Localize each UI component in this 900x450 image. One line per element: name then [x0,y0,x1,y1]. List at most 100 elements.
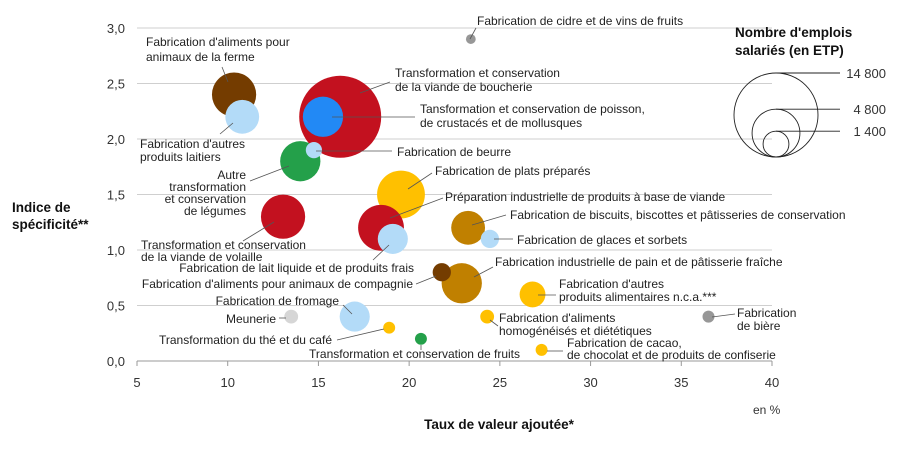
bubbles [211,34,715,356]
size-legend: Nombre d'emplois salariés (en ETP) 14 80… [733,25,886,158]
bubble-point [302,96,344,137]
bubble-label: Fabrication de plats préparés [435,164,590,178]
bubble-label: Fabrication de fromage [216,294,340,308]
leader-line [221,66,229,83]
bubble-label: Fabrication d'aliments pour animaux de c… [142,277,413,291]
y-tick-label: 1,5 [107,188,125,203]
leader-line [359,81,391,94]
bubble-point [377,223,408,254]
bubble-point [451,210,486,245]
bubble-point [535,343,548,356]
bubble-label: Fabrication de biscuits, biscottes et pâ… [510,208,846,222]
bubble-labels: Fabrication de cidre et de vins de fruit… [140,14,846,362]
y-tick-label: 0,0 [107,354,125,369]
bubble-label: Préparation industrielle de produits à b… [445,190,726,204]
bubble-label: homogénéisés et diététiques [499,324,652,338]
bubble-label: de légumes [184,204,246,218]
y-tick-label: 3,0 [107,21,125,36]
bubble-label: produits laitiers [140,150,221,164]
x-tick-label: 25 [493,375,507,390]
bubble-point [383,321,396,334]
x-tick-label: 20 [402,375,416,390]
leader-line [711,313,736,318]
bubble-label: Transformation et conservation [395,66,560,80]
bubble-point [519,281,546,308]
bubble-label: et conservation [165,192,246,206]
y-axis-ticks: 0,0 0,5 1,0 1,5 2,0 2,5 3,0 [107,21,125,369]
x-axis-unit: en % [753,403,781,417]
legend-value: 14 800 [846,66,886,81]
bubble-label: Transformation et conservation [141,238,306,252]
legend-circle [762,130,790,158]
y-tick-label: 2,0 [107,132,125,147]
leader-line [471,214,507,226]
x-tick-label: 10 [220,375,234,390]
legend-value: 4 800 [853,102,886,117]
bubble-label: Fabrication [737,306,796,320]
bubble-point [284,309,299,324]
leader-line [249,165,290,182]
bubble-label: Fabrication de lait liquide et de produi… [179,261,414,275]
bubble-label: Transformation et conservation de fruits [309,347,520,361]
x-tick-label: 15 [311,375,325,390]
leader-line [242,221,275,242]
bubble-label: de chocolat et de produits de confiserie [567,348,776,362]
bubble-label: animaux de la ferme [146,50,255,64]
y-axis-title-line2: spécificité** [12,217,89,232]
bubble-label: Fabrication d'autres [559,277,664,291]
leader-line [407,172,433,190]
bubble-label: Fabrication de beurre [397,145,511,159]
bubble-point [432,263,451,282]
x-tick-label: 5 [133,375,140,390]
bubble-label: Transformation du thé et du café [159,333,332,347]
y-tick-label: 2,5 [107,77,125,92]
bubble-point [225,99,260,134]
bubble-label: Tansformation et conservation de poisson… [420,102,645,116]
bubble-point [441,263,482,304]
x-tick-label: 40 [765,375,779,390]
legend-circle [733,72,819,158]
x-tick-label: 35 [674,375,688,390]
bubble-label: de la viande de volaille [141,250,263,264]
legend-title-line2: salariés (en ETP) [735,43,844,58]
leader-line [489,319,499,327]
leader-line [389,197,444,219]
x-axis-title: Taux de valeur ajoutée* [424,417,575,432]
y-tick-label: 1,0 [107,243,125,258]
bubble-point [465,34,476,44]
leader-line [372,244,390,261]
bubble-label: de bière [737,319,781,333]
bubble-label: Autre [217,168,246,182]
bubble-label: Fabrication de glaces et sorbets [517,233,687,247]
x-tick-label: 30 [583,375,597,390]
bubble-label: Fabrication de cidre et de vins de fruit… [477,14,683,28]
leader-line [336,328,385,341]
leader-line [469,27,477,40]
bubble-label: Meunerie [226,312,276,326]
legend-value: 1 400 [853,124,886,139]
leader-line [415,275,437,285]
bubble-label: Fabrication d'aliments [499,311,615,325]
bubble-label: Fabrication d'autres [140,137,245,151]
bubble-label: Fabrication industrielle de pain et de p… [495,255,783,269]
leader-line [219,122,234,135]
bubble-point [702,310,715,323]
bubble-point [260,194,306,239]
legend-title-line1: Nombre d'emplois [735,25,852,40]
bubble-label: produits alimentaires n.c.a.*** [559,290,717,304]
bubble-label: transformation [169,180,246,194]
y-tick-label: 0,5 [107,299,125,314]
bubble-label: de la viande de boucherie [395,80,533,94]
bubble-point [480,229,500,249]
bubble-label: de crustacés et de mollusques [420,116,582,130]
x-axis-ticks: 5 10 15 20 25 30 35 40 [133,361,779,390]
y-axis-title-line1: Indice de [12,200,71,215]
bubble-point [305,142,322,159]
legend-circle [751,108,801,158]
bubble-point [414,332,427,345]
leader-line [473,266,494,278]
bubble-label: Fabrication d'aliments pour [146,35,290,49]
leader-line [342,304,353,315]
bubble-label: Fabrication de cacao, [567,336,682,350]
